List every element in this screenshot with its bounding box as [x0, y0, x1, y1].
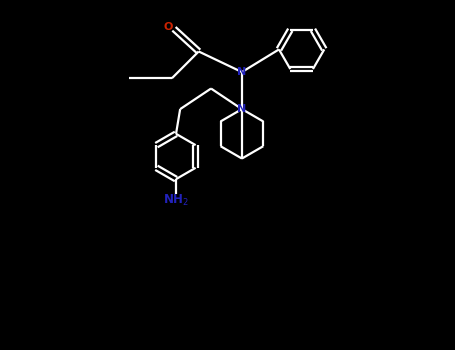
Text: N: N — [238, 104, 247, 114]
Text: NH$_2$: NH$_2$ — [163, 193, 189, 208]
Text: N: N — [238, 67, 247, 77]
Text: O: O — [163, 22, 172, 32]
